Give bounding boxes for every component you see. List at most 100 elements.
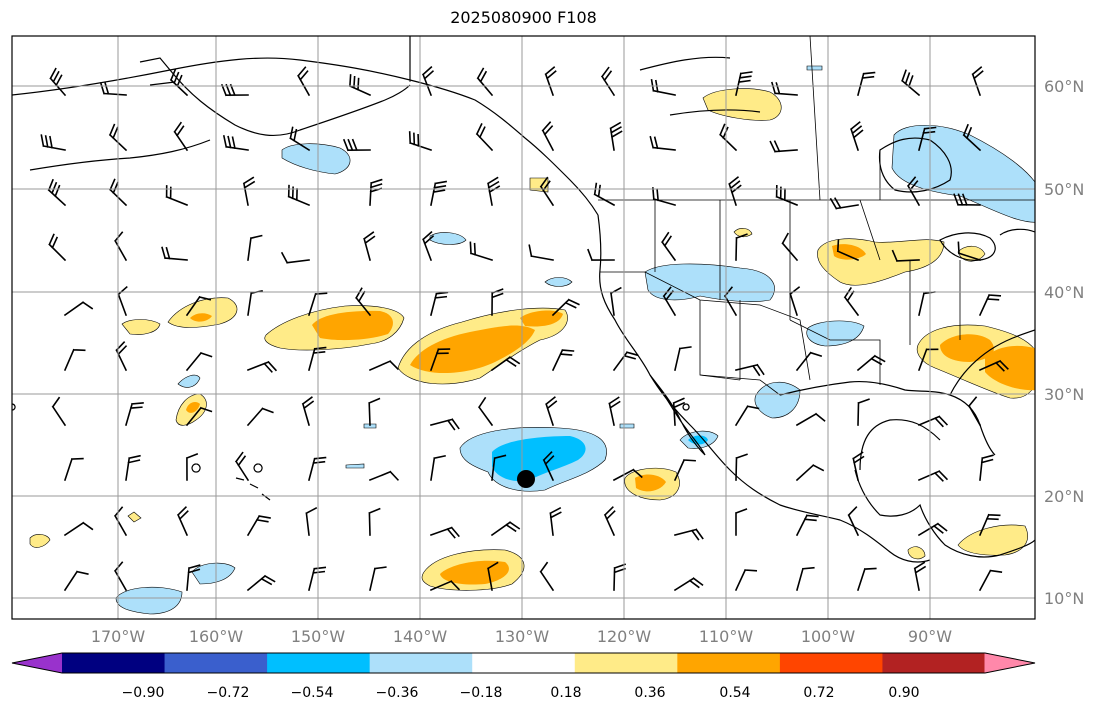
wind-barb bbox=[735, 233, 748, 261]
wind-barb bbox=[917, 522, 948, 537]
negative-anomaly-region bbox=[115, 586, 183, 615]
wind-barb bbox=[549, 507, 562, 536]
wind-barb bbox=[612, 351, 639, 372]
anomaly-fill-layer bbox=[29, 65, 1035, 615]
wind-barb bbox=[843, 286, 860, 317]
lat-label: 40°N bbox=[1044, 283, 1084, 302]
wind-barb bbox=[771, 81, 798, 96]
wind-barb bbox=[307, 292, 328, 317]
wind-barb bbox=[609, 121, 623, 151]
negative-anomaly-region bbox=[891, 124, 1035, 223]
wind-barb bbox=[545, 396, 558, 427]
wind-barb bbox=[63, 570, 89, 592]
wind-barb bbox=[849, 121, 864, 152]
wind-barb bbox=[734, 508, 748, 536]
wind-barb bbox=[342, 138, 371, 152]
colorbar-segment bbox=[164, 653, 268, 673]
colorbar-tick-label: −0.72 bbox=[207, 685, 250, 701]
wind-barb bbox=[971, 66, 984, 97]
wind-barb bbox=[63, 457, 84, 482]
colorbar-tick-label: 0.54 bbox=[719, 685, 750, 701]
wind-barb bbox=[957, 241, 982, 262]
colorbar-segment bbox=[677, 653, 781, 673]
wind-barb bbox=[114, 231, 128, 262]
colorbar-tick-label: −0.36 bbox=[376, 685, 419, 701]
wind-barb bbox=[613, 563, 627, 591]
wind-barb bbox=[544, 66, 557, 97]
positive-anomaly-region bbox=[702, 88, 782, 121]
wind-barb bbox=[673, 577, 704, 592]
wind-barb bbox=[48, 233, 67, 262]
colorbar-extend-high bbox=[984, 653, 1035, 673]
positive-anomaly-region bbox=[167, 297, 238, 328]
lon-label: 140°W bbox=[393, 627, 448, 646]
wind-barb bbox=[734, 568, 758, 592]
wind-barb bbox=[978, 569, 1003, 592]
colorbar-segment bbox=[267, 653, 371, 673]
wind-barb bbox=[673, 458, 696, 482]
wind-barb bbox=[978, 359, 1009, 372]
wind-barb bbox=[551, 298, 580, 317]
positive-anomaly-region bbox=[957, 524, 1028, 556]
colorbar-tick-label: 0.36 bbox=[634, 685, 665, 701]
negative-anomaly-region bbox=[363, 423, 377, 429]
wind-barb bbox=[63, 301, 94, 317]
wind-barb bbox=[161, 246, 188, 261]
wind-barb bbox=[305, 507, 318, 536]
wind-barb bbox=[587, 248, 615, 262]
positive-anomaly-region bbox=[29, 534, 51, 548]
wind-barb bbox=[429, 526, 460, 539]
wind-barb bbox=[234, 451, 250, 482]
wind-barb bbox=[186, 564, 201, 591]
wind-barb bbox=[795, 514, 819, 537]
wind-barb bbox=[355, 287, 372, 317]
wind-barb bbox=[429, 348, 451, 372]
negative-anomaly-region bbox=[619, 423, 635, 429]
wind-barb bbox=[917, 415, 949, 428]
storm-center-marker bbox=[517, 470, 535, 488]
wind-barb bbox=[429, 580, 461, 592]
wind-barb bbox=[603, 506, 616, 537]
wind-barb bbox=[796, 566, 815, 591]
wind-barb bbox=[176, 506, 189, 537]
wind-barb bbox=[847, 506, 860, 537]
negative-anomaly-region bbox=[806, 65, 823, 71]
positive-anomaly-core bbox=[410, 325, 535, 374]
wind-barb bbox=[661, 231, 677, 262]
lon-label: 160°W bbox=[189, 627, 244, 646]
wind-barb bbox=[856, 354, 886, 372]
lat-label: 20°N bbox=[1044, 487, 1084, 506]
wind-barb bbox=[368, 470, 400, 482]
lon-label: 120°W bbox=[597, 627, 652, 646]
wind-barb bbox=[49, 67, 67, 97]
wind-barb bbox=[490, 521, 521, 537]
wind-barb bbox=[408, 131, 433, 152]
colorbar-extend-low bbox=[12, 653, 63, 673]
negative-anomaly-region bbox=[429, 232, 467, 245]
colorbar-outline bbox=[11, 652, 1036, 674]
colorbar-tick-label: 0.18 bbox=[550, 685, 581, 701]
wind-barb bbox=[608, 396, 621, 426]
wind-barb bbox=[490, 356, 521, 372]
map-border bbox=[11, 35, 1036, 620]
colorbar-tick-label: 0.90 bbox=[888, 685, 919, 701]
political-border-layer bbox=[409, 36, 1035, 396]
wind-barb bbox=[289, 126, 311, 152]
wind-barb bbox=[185, 406, 213, 427]
positive-anomaly-region bbox=[127, 511, 142, 523]
wind-barb bbox=[369, 566, 387, 591]
wind-barb bbox=[63, 348, 86, 372]
wind-barb bbox=[185, 452, 199, 481]
wind-barb bbox=[220, 83, 249, 97]
wind-barb bbox=[917, 470, 949, 482]
wind-barb bbox=[246, 515, 271, 537]
wind-barb bbox=[978, 293, 1002, 317]
wind-barb bbox=[99, 82, 127, 96]
wind-barb bbox=[735, 71, 753, 96]
negative-anomaly-region bbox=[345, 463, 365, 469]
wind-barb bbox=[246, 407, 274, 427]
colorbar-labels: −0.90 −0.72 −0.54 −0.36 −0.18 0.18 0.36 … bbox=[122, 685, 920, 701]
wind-barb bbox=[901, 69, 921, 97]
wind-barb bbox=[40, 134, 66, 151]
wind-barb bbox=[125, 402, 144, 426]
